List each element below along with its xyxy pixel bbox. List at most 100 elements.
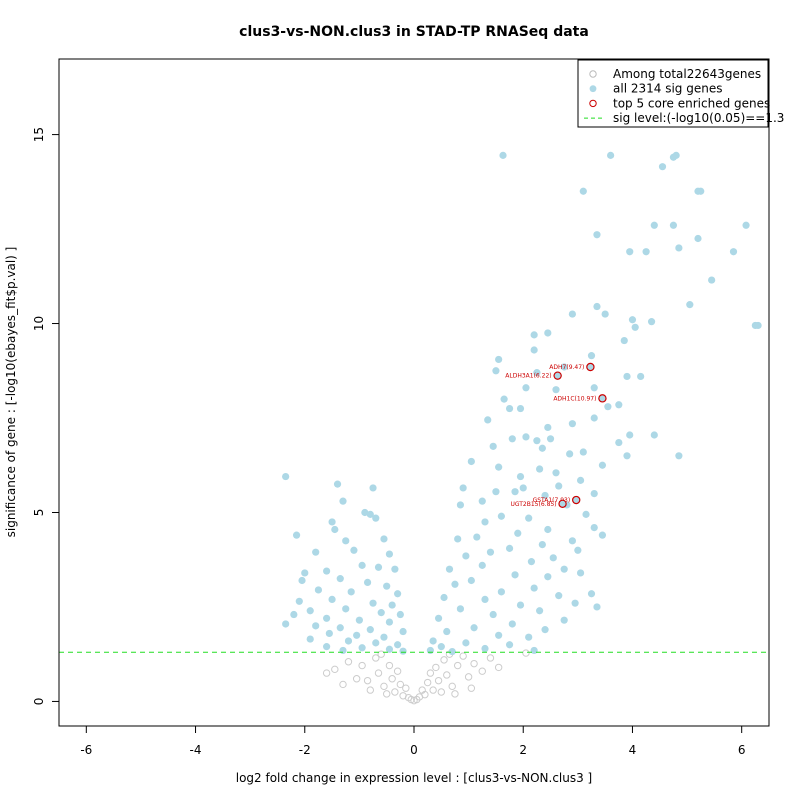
- sig-point: [495, 463, 503, 471]
- nonsig-point: [385, 661, 394, 670]
- x-tick-label: -2: [299, 743, 311, 757]
- nonsig-point: [478, 667, 486, 675]
- top-gene-point: [586, 362, 595, 372]
- x-tick-label: 4: [629, 743, 637, 757]
- sig-point: [675, 452, 683, 460]
- top-genes: ADH7(9.47) ALDH3A1(6.22) ADH1C(10.97) GSTA1…: [505, 362, 607, 508]
- sig-point: [587, 590, 596, 598]
- sig-point: [361, 508, 369, 517]
- nonsig-point: [380, 682, 388, 691]
- legend-label: Among total22643genes: [613, 67, 761, 81]
- sig-point: [385, 645, 394, 653]
- sig-point: [492, 367, 500, 375]
- sig-point: [295, 597, 303, 605]
- sig-point: [328, 595, 336, 604]
- sig-point: [511, 488, 519, 496]
- sig-point: [282, 472, 290, 481]
- sig-point: [544, 573, 552, 581]
- sig-point: [481, 644, 489, 653]
- sig-point: [519, 484, 527, 492]
- sig-point: [530, 584, 538, 592]
- sig-point: [598, 461, 607, 469]
- nonsig-point: [374, 669, 383, 677]
- sig-point: [478, 497, 486, 505]
- top-gene-label: GSTA1(7.93): [533, 497, 571, 504]
- sig-point: [742, 221, 750, 229]
- sig-point: [650, 221, 658, 229]
- sig-point: [628, 316, 637, 324]
- sig-point: [484, 416, 492, 424]
- sig-point: [560, 565, 568, 573]
- sig-point: [675, 244, 683, 252]
- sig-point: [369, 484, 377, 492]
- top-gene-label: ADH1C(10.97): [553, 395, 596, 402]
- sig-point: [366, 510, 374, 518]
- sig-point: [459, 484, 467, 492]
- sig-point: [380, 633, 388, 641]
- nonsig-point: [322, 669, 331, 677]
- sig-point: [369, 599, 377, 607]
- nonsig-point: [437, 688, 446, 696]
- sig-point: [576, 569, 585, 577]
- sig-point: [347, 588, 355, 596]
- y-tick-label: 5: [32, 509, 46, 517]
- sig-point: [590, 489, 598, 498]
- top-gene-point: [572, 495, 581, 505]
- top-gene-point: [553, 371, 562, 380]
- sig-point: [516, 601, 525, 609]
- legend-marker: [589, 85, 597, 93]
- sig-point: [331, 525, 339, 534]
- sig-point: [325, 629, 333, 638]
- legend-label: sig level:(-log10(0.05)==1.3: [613, 111, 784, 125]
- nonsig-point: [443, 671, 451, 679]
- sig-point: [312, 622, 320, 630]
- sig-point: [754, 321, 762, 330]
- sig-point: [549, 554, 557, 562]
- x-axis-label: log2 fold change in expression level : […: [236, 771, 592, 785]
- sig-point: [552, 386, 560, 394]
- nonsig-point: [393, 667, 402, 675]
- sig-point: [467, 457, 475, 466]
- top-gene-label: ADH7(9.47): [549, 364, 584, 371]
- legend-marker: [589, 99, 597, 108]
- y-tick-label: 15: [32, 127, 46, 142]
- sig-point: [560, 616, 568, 624]
- sig-point: [492, 488, 500, 496]
- sig-point: [508, 435, 516, 443]
- sig-point: [694, 234, 702, 243]
- sig-point: [350, 546, 358, 554]
- sig-point: [481, 518, 489, 526]
- y-axis: 0 5 10 15: [32, 127, 60, 705]
- x-axis: -6 -4 -2 0 2 4 6: [80, 725, 746, 757]
- sig-point: [497, 512, 505, 520]
- sig-point: [497, 588, 505, 596]
- sig-point: [336, 624, 344, 632]
- sig-point: [456, 501, 465, 509]
- sig-point: [650, 431, 658, 439]
- sig-point: [642, 248, 650, 256]
- sig-point: [454, 535, 462, 543]
- sig-point: [467, 576, 475, 585]
- nonsig-point: [486, 654, 495, 662]
- nonsig-point: [344, 658, 353, 666]
- sig-point: [623, 452, 631, 460]
- sig-point: [626, 431, 634, 439]
- sig-point: [601, 310, 609, 318]
- sig-point: [385, 550, 394, 558]
- sig-point: [530, 346, 538, 354]
- sig-point: [615, 401, 623, 409]
- sig-point: [576, 476, 585, 484]
- sig-point: [399, 647, 407, 655]
- sig-point: [568, 310, 576, 318]
- nonsig-point: [352, 675, 361, 683]
- sig-point: [358, 561, 366, 569]
- sig-point: [571, 599, 579, 607]
- top-gene-point: [558, 499, 567, 508]
- sig-point: [538, 444, 546, 452]
- sig-point: [437, 643, 445, 651]
- sig-point: [306, 607, 314, 615]
- nonsig-points: [322, 649, 530, 705]
- nonsig-point: [339, 680, 347, 689]
